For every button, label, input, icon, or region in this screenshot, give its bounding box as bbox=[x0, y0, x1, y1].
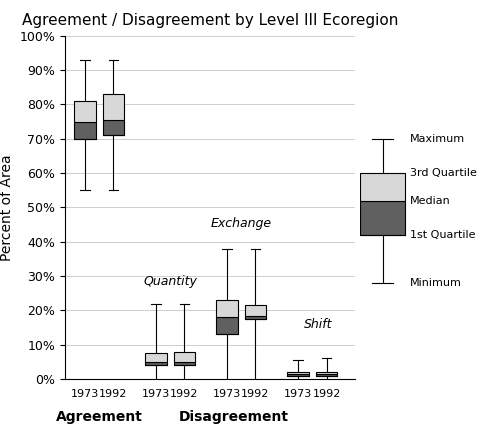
Bar bbox=[174, 362, 195, 365]
Bar bbox=[288, 374, 309, 376]
Bar bbox=[360, 173, 405, 201]
Title: Agreement / Disagreement by Level III Ecoregion: Agreement / Disagreement by Level III Ec… bbox=[22, 12, 398, 28]
Text: Disagreement: Disagreement bbox=[179, 410, 289, 424]
Bar bbox=[74, 122, 96, 139]
Bar bbox=[102, 120, 124, 135]
Bar bbox=[316, 372, 337, 374]
Bar bbox=[216, 300, 238, 317]
Y-axis label: Percent of Area: Percent of Area bbox=[0, 154, 14, 261]
Text: 1973: 1973 bbox=[71, 389, 99, 399]
Text: Minimum: Minimum bbox=[410, 278, 462, 288]
Bar bbox=[146, 362, 167, 365]
Text: Agreement: Agreement bbox=[56, 410, 142, 424]
Text: Exchange: Exchange bbox=[210, 217, 272, 230]
Text: 1973: 1973 bbox=[213, 389, 241, 399]
Bar bbox=[245, 316, 266, 319]
Text: Maximum: Maximum bbox=[410, 134, 465, 144]
Bar bbox=[288, 372, 309, 374]
Bar bbox=[316, 374, 337, 376]
Text: Quantity: Quantity bbox=[144, 275, 197, 288]
Text: 1973: 1973 bbox=[284, 389, 312, 399]
Text: 1973: 1973 bbox=[142, 389, 170, 399]
Text: 3rd Quartile: 3rd Quartile bbox=[410, 168, 476, 178]
Text: Median: Median bbox=[410, 195, 450, 206]
Bar bbox=[74, 101, 96, 122]
Text: 1992: 1992 bbox=[312, 389, 341, 399]
Bar bbox=[245, 305, 266, 316]
Bar bbox=[360, 201, 405, 235]
Bar bbox=[102, 94, 124, 120]
Text: 1992: 1992 bbox=[170, 389, 198, 399]
Text: 1992: 1992 bbox=[99, 389, 128, 399]
Text: 1st Quartile: 1st Quartile bbox=[410, 230, 475, 240]
Text: Shift: Shift bbox=[304, 318, 332, 331]
Bar bbox=[146, 353, 167, 362]
Bar bbox=[216, 317, 238, 334]
Text: 1992: 1992 bbox=[242, 389, 270, 399]
Bar bbox=[174, 351, 195, 362]
